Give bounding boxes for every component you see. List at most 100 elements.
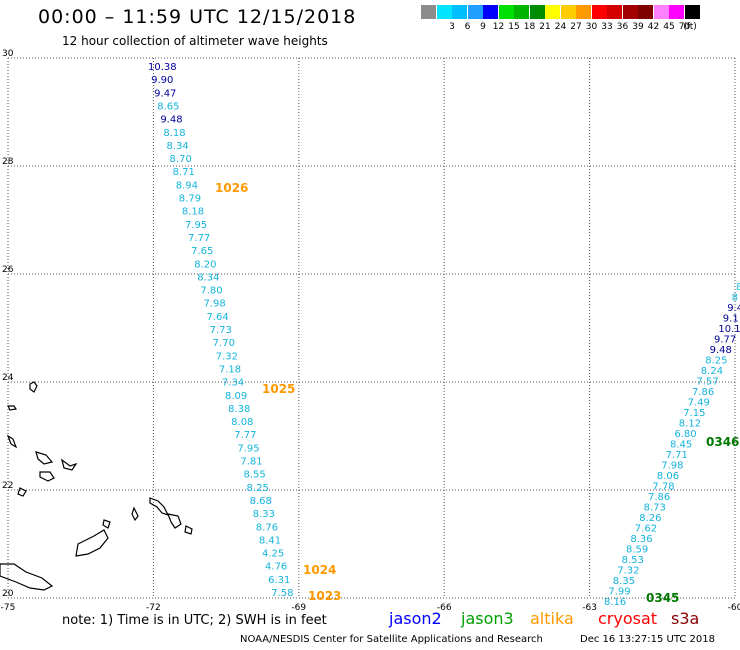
swh-value: 7.86 [692, 387, 714, 398]
swh-value: 7.71 [666, 450, 688, 461]
pass-time-label: 1026 [215, 181, 248, 195]
swh-value: 9.1 [723, 314, 739, 325]
swh-value: 7.65 [191, 246, 213, 257]
swh-value: 8.38 [228, 404, 250, 415]
footnote: note: 1) Time is in UTC; 2) SWH is in fe… [62, 613, 327, 628]
swh-value: 8.18 [182, 207, 204, 218]
swh-value: 7.18 [219, 364, 241, 375]
legend-swatch [669, 5, 684, 19]
swh-value: 7.95 [237, 443, 259, 454]
page-subtitle: 12 hour collection of altimeter wave hei… [62, 34, 328, 48]
swh-value: 8.65 [157, 101, 179, 112]
legend-swatch [576, 5, 591, 19]
satellite-name: jason3 [461, 609, 514, 628]
swh-value: 7.58 [271, 588, 293, 599]
satellite-track-1: 10.38 9.90 9.47 8.65 9.48 8.18 8.34 8.70 8.71 8.9… [148, 62, 341, 603]
swh-value: 7.78 [652, 482, 674, 493]
legend-swatch [638, 5, 653, 19]
swh-value: 7.34 [222, 378, 244, 389]
swh-value: 8.18 [163, 128, 185, 139]
swh-value: 7.77 [234, 430, 256, 441]
satellite-track-2: 889.49.110.19.779.488.258.247.577.867.49… [604, 282, 740, 608]
swh-value: 9.48 [710, 345, 732, 356]
legend-swatch [467, 5, 483, 19]
lat-tick-label: 30 [2, 49, 14, 59]
swh-value: 8.76 [256, 522, 278, 533]
swh-value: 8.16 [604, 597, 626, 608]
swh-value: 8.73 [644, 503, 666, 514]
swh-value: 4.76 [265, 562, 287, 573]
swh-value: 9.90 [151, 75, 173, 86]
satellite-name: cryosat [598, 609, 658, 628]
legend-label: 9 [480, 22, 486, 32]
legend-label: 39 [632, 22, 644, 32]
legend-swatch [653, 5, 669, 19]
swh-value: 7.49 [688, 398, 710, 409]
swh-value: 9.4 [727, 303, 740, 314]
legend-label: 30 [585, 22, 598, 32]
swh-value: 8.34 [197, 272, 219, 283]
legend-label: 15 [508, 22, 520, 32]
swh-value: 8.34 [166, 141, 188, 152]
swh-value: 9.48 [160, 115, 182, 126]
legend-label: 42 [647, 22, 660, 32]
legend-label: 27 [570, 22, 582, 32]
swh-value: 4.25 [262, 549, 284, 560]
coastline [0, 381, 193, 591]
swh-value: 10.38 [148, 62, 177, 73]
swh-value: 8.25 [247, 483, 269, 494]
pass-time-label: 0345 [646, 591, 679, 605]
lon-tick-label: -66 [437, 603, 452, 613]
pass-time-label: 1025 [262, 382, 295, 396]
pass-time-label: 0346 [706, 435, 739, 449]
legend-swatch [529, 5, 545, 19]
swh-value: 7.15 [683, 408, 705, 419]
swh-value: 7.99 [608, 587, 630, 598]
legend-swatch [560, 5, 576, 19]
swh-value: 8.59 [626, 545, 648, 556]
legend-label: 36 [616, 22, 629, 32]
swh-value: 7.98 [203, 299, 225, 310]
lon-tick-label: -75 [1, 603, 16, 613]
legend-swatch [436, 5, 452, 19]
legend-unit: (ft) [683, 22, 697, 32]
swh-value: 7.62 [635, 524, 657, 535]
swh-value: 8.20 [194, 259, 216, 270]
lon-tick-label: -69 [291, 603, 306, 613]
swh-value: 9.77 [714, 335, 736, 346]
swh-value: 8.24 [701, 366, 723, 377]
legend-label: 6 [464, 22, 471, 32]
legend-label: 24 [554, 22, 567, 32]
satellite-name: altika [530, 609, 574, 628]
swh-value: 8 [736, 282, 740, 293]
legend-label: 21 [539, 22, 551, 32]
generated-timestamp: Dec 16 13:27:15 UTC 2018 [580, 634, 715, 645]
swh-value: 8.94 [176, 180, 198, 191]
lon-tick-label: -72 [146, 603, 161, 613]
lat-tick-label: 26 [2, 265, 14, 275]
swh-value: 8.08 [231, 417, 253, 428]
lon-tick-label: -63 [582, 603, 597, 613]
legend-label: 12 [492, 22, 505, 32]
swh-value: 7.80 [200, 286, 222, 297]
swh-value: 7.32 [617, 566, 639, 577]
swh-value: 7.86 [648, 492, 670, 503]
legend-swatch [452, 5, 467, 19]
swh-value: 8.68 [250, 496, 272, 507]
legend-label: 45 [663, 22, 675, 32]
swh-value: 8.09 [225, 391, 247, 402]
swh-value: 7.70 [213, 338, 235, 349]
swh-value: 7.95 [185, 220, 207, 231]
swh-value: 8.26 [639, 513, 661, 524]
legend-swatch [622, 5, 638, 19]
legend-swatch [483, 5, 498, 19]
swh-value: 7.32 [216, 351, 238, 362]
swh-value: 8.70 [170, 154, 192, 165]
satellite-name: jason2 [389, 609, 442, 628]
swh-value: 7.98 [661, 461, 683, 472]
swh-value: 8.25 [705, 356, 727, 367]
swh-value: 6.80 [674, 429, 696, 440]
swh-value: 8.53 [622, 555, 644, 566]
swh-value: 8.06 [657, 471, 679, 482]
